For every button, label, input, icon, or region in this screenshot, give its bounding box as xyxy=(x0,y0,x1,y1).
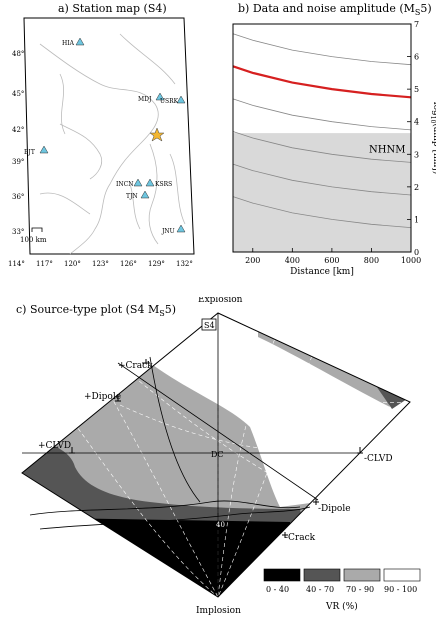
station-triangle-icon xyxy=(39,145,49,154)
contour-label: 40 xyxy=(216,521,225,529)
plus-crack-label: +Crack xyxy=(118,361,153,371)
y-tick-label: 4 xyxy=(414,118,419,127)
noise-reference-line xyxy=(232,131,412,163)
implosion-label: Implosion xyxy=(196,606,241,616)
panel-c-title: c) Source-type plot (S4 MS5) xyxy=(16,303,176,319)
legend-swatch-40-70 xyxy=(303,568,341,582)
lon-ticks: 114° 117° 120° 123° 126° 129° 132° xyxy=(8,260,193,268)
lat-tick: 45° xyxy=(12,90,24,98)
explosion-label: Explosion xyxy=(198,297,243,305)
plus-dipole-label: +Dipole xyxy=(84,392,121,402)
noise-reference-line xyxy=(232,98,412,131)
legend-swatch-70-90 xyxy=(343,568,381,582)
y-axis-label: log10(amp [nm]) xyxy=(429,102,436,175)
lat-tick: 33° xyxy=(12,228,24,236)
legend-label: 70 - 90 xyxy=(346,585,374,594)
minus-crack-label: -Crack xyxy=(285,533,316,543)
station-label: KSRS xyxy=(155,181,172,188)
station-triangle-icon xyxy=(133,178,143,187)
lon-tick: 114° xyxy=(8,260,25,268)
lon-tick: 117° xyxy=(36,260,53,268)
legend-swatch-0-40 xyxy=(263,568,301,582)
noise-label: NHNM xyxy=(369,145,405,156)
station-map: 48° 45° 42° 39° 36° 33° 114° 117° 120° 1… xyxy=(8,17,195,268)
station-label: MDJ xyxy=(138,96,152,103)
map-frame xyxy=(23,17,195,255)
y-tick-label: 3 xyxy=(414,150,419,159)
lon-tick: 123° xyxy=(92,260,109,268)
legend-label: 90 - 100 xyxy=(384,585,417,594)
panel-b-title: b) Data and noise amplitude (MS5) xyxy=(238,2,432,18)
event-star-icon xyxy=(149,127,165,142)
station-triangle-icon xyxy=(155,92,165,101)
map-coastlines xyxy=(39,33,186,255)
station-label: USRK xyxy=(160,98,179,105)
vr-legend: 0 - 40 40 - 70 70 - 90 90 - 100 VR (%) xyxy=(263,568,421,612)
station-triangle-icon xyxy=(176,95,186,104)
reference-markers xyxy=(69,359,363,538)
scale-bar xyxy=(31,227,43,232)
lat-ticks: 48° 45° 42° 39° 36° 33° xyxy=(12,50,24,236)
minus-dipole-label: -Dipole xyxy=(318,504,351,514)
lat-tick: 48° xyxy=(12,50,24,58)
lat-tick: 36° xyxy=(12,193,24,201)
station-label: HIA xyxy=(62,40,75,47)
station-label: BJT xyxy=(24,149,35,156)
noise-reference-line xyxy=(232,163,412,196)
lon-tick: 129° xyxy=(148,260,165,268)
data-amplitude-line xyxy=(232,65,412,99)
lat-tick: 39° xyxy=(12,158,24,166)
x-tick-label: 800 xyxy=(364,256,379,265)
contour-lines xyxy=(29,356,311,530)
event-box xyxy=(201,318,217,331)
station-triangle-icon xyxy=(176,224,186,233)
legend-label: 0 - 40 xyxy=(266,585,289,594)
plus-clvd-label: +CLVD xyxy=(38,441,71,451)
minus-clvd-label: -CLVD xyxy=(364,454,393,464)
source-type-plot: Explosion Implosion +Crack +Dipole +CLVD… xyxy=(21,297,421,616)
y-tick-label: 1 xyxy=(414,215,419,224)
station-triangle-icon xyxy=(140,190,150,199)
x-tick-label: 1000 xyxy=(401,256,421,265)
y-tick-label: 2 xyxy=(414,183,419,192)
station-triangle-icon xyxy=(145,178,155,187)
y-tick-label: 6 xyxy=(414,53,419,62)
lat-tick: 42° xyxy=(12,126,24,134)
x-tick-label: 400 xyxy=(285,256,300,265)
stations: HIA MDJ USRK BJT INCN KSRS TJN JNU xyxy=(24,37,186,235)
event-label: S4 xyxy=(204,321,215,330)
station-label: INCN xyxy=(116,181,133,188)
x-tick-label: 200 xyxy=(245,256,260,265)
y-tick-label: 7 xyxy=(414,20,419,29)
dc-label: DC xyxy=(211,450,224,459)
x-tick-label: 600 xyxy=(324,256,339,265)
y-tick-label: 0 xyxy=(414,248,419,257)
diagonal-axis xyxy=(117,362,319,501)
y-tick-label: 5 xyxy=(414,85,419,94)
panel-a-title: a) Station map (S4) xyxy=(58,2,167,15)
noise-reference-line xyxy=(232,196,412,228)
x-axis-label: Distance [km] xyxy=(290,267,354,277)
legend-swatch-90-100 xyxy=(383,568,421,582)
lon-tick: 126° xyxy=(120,260,137,268)
lon-tick: 120° xyxy=(64,260,81,268)
vr-region-0-40 xyxy=(22,517,300,597)
lon-tick: 132° xyxy=(176,260,193,268)
scale-label: 100 km xyxy=(20,236,47,244)
legend-title: VR (%) xyxy=(325,601,358,612)
station-label: JNU xyxy=(161,228,175,235)
noise-reference-line xyxy=(232,33,412,66)
station-label: TJN xyxy=(126,193,138,200)
legend-label: 40 - 70 xyxy=(306,585,334,594)
plot-frame xyxy=(232,23,412,253)
station-triangle-icon xyxy=(75,37,85,46)
